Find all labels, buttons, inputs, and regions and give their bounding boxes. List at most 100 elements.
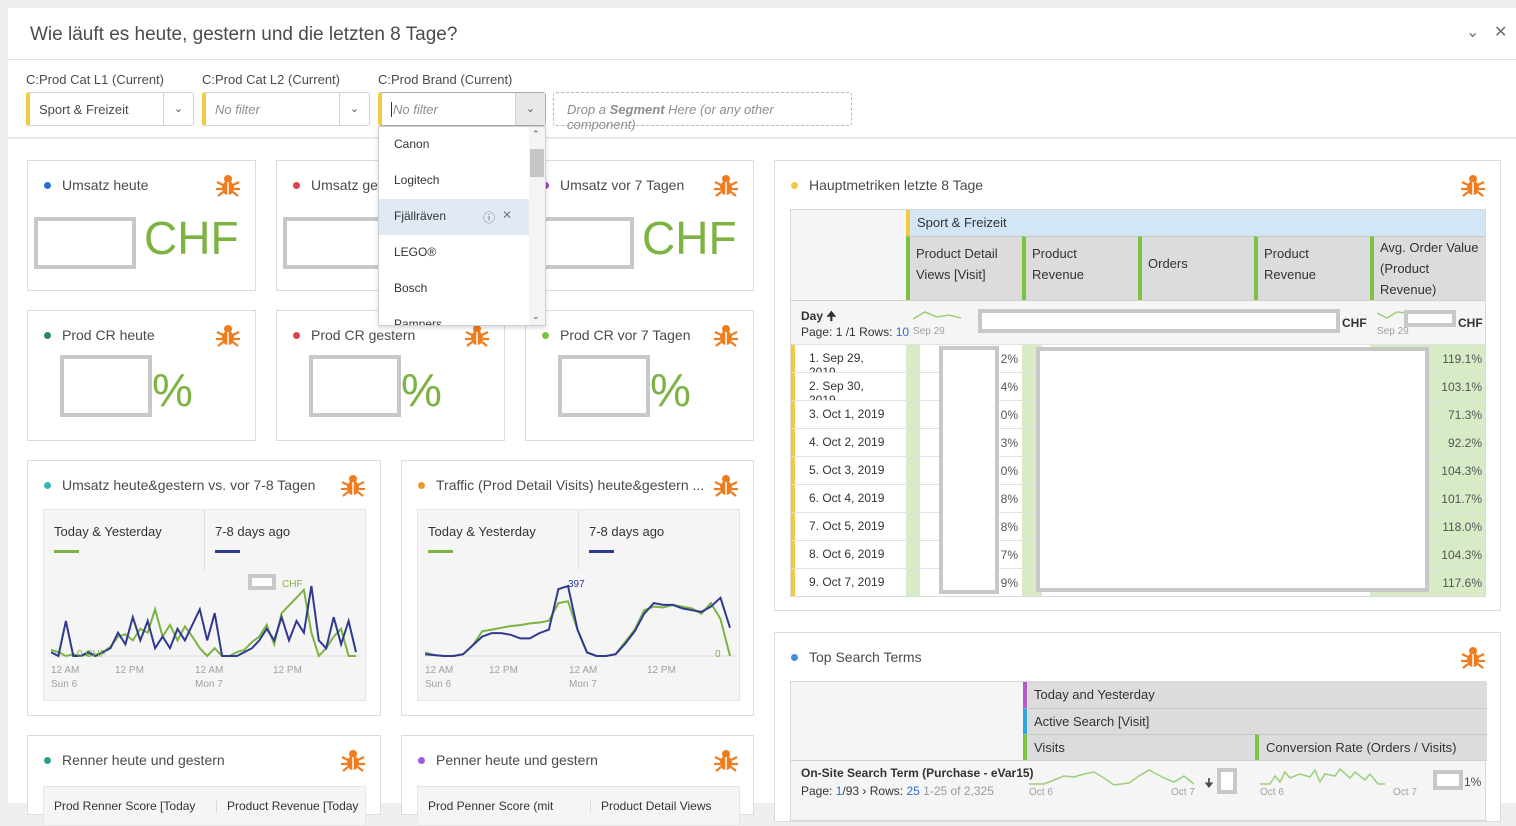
card-title: Penner heute und gestern [436, 752, 598, 768]
line-chart-svg [425, 584, 735, 657]
filter-brand-input[interactable]: No filter ⌄ [378, 92, 546, 126]
redacted-column [939, 346, 999, 594]
kpi-unit: % [152, 364, 193, 416]
sparkline [1260, 768, 1385, 785]
dropdown-option[interactable]: Canon [379, 127, 530, 163]
segment-drop-zone[interactable]: Drop a Segment Here (or any other compon… [553, 92, 852, 132]
segment-header: Today and Yesterday [1023, 682, 1487, 708]
dropdown-option[interactable]: Logitech [379, 163, 530, 199]
redacted-value [1404, 310, 1456, 327]
filter-cat-l2-select[interactable]: No filter ⌄ [202, 92, 370, 126]
filter-value: Sport & Freizeit [39, 102, 129, 117]
card-title: Top Search Terms [809, 649, 922, 665]
dim-label: Day [801, 309, 824, 323]
brand-dropdown-list[interactable]: Canon Logitech Fjällräven ⓘ ✕ LEGO® Bosch Pampe… [378, 126, 546, 326]
penner-card: Penner heute und gestern Prod Penner Sco… [401, 735, 754, 826]
kpi-unit: % [650, 364, 691, 416]
collapse-chevron-icon[interactable]: ⌄ [1466, 24, 1480, 41]
page-title: Wie läuft es heute, gestern und die letz… [30, 24, 458, 45]
legend-label: 7-8 days ago [215, 524, 291, 539]
dropdown-option[interactable]: Pampers [379, 307, 530, 326]
bug-icon[interactable] [1460, 173, 1486, 197]
chevron-right-icon[interactable]: › [862, 784, 867, 798]
bug-icon[interactable] [340, 748, 366, 772]
x-tick-label: 12 PM [115, 665, 144, 676]
legend-label: Today & Yesterday [428, 524, 536, 539]
dot-icon [418, 757, 425, 764]
scroll-thumb[interactable] [530, 149, 544, 177]
scroll-up-icon[interactable]: ⌃ [532, 129, 540, 139]
bug-icon[interactable] [215, 173, 241, 197]
column-header-visits[interactable]: Visits [1023, 734, 1255, 760]
rows-label: Rows: [859, 325, 893, 339]
max-label: 397 [568, 579, 585, 590]
bug-icon[interactable] [713, 748, 739, 772]
dot-icon [293, 182, 300, 189]
series-7-8-days-ago-line[interactable] [425, 584, 731, 657]
card-title: Prod CR heute [62, 327, 155, 343]
max-label: CHF [282, 579, 303, 590]
bug-icon[interactable] [464, 323, 490, 347]
search-terms-table: Today and Yesterday Active Search [Visit… [790, 681, 1487, 821]
redacted-value [34, 217, 136, 269]
dropdown-scrollbar[interactable]: ⌃ ⌄ [529, 127, 545, 325]
chevron-down-icon[interactable]: ⌄ [515, 93, 545, 125]
redacted-columns [1036, 347, 1429, 592]
bug-icon[interactable] [713, 323, 739, 347]
renner-table-header: Prod Renner Score [Today Product Revenue… [43, 786, 366, 826]
column-header[interactable]: Orders [1138, 236, 1254, 300]
dimension-header[interactable]: Day 🠉 [801, 307, 836, 328]
bug-icon[interactable] [340, 473, 366, 497]
filter-placeholder: No filter [391, 102, 438, 117]
column-header[interactable]: Product Revenue [1254, 236, 1370, 300]
column-header-conversion[interactable]: Conversion Rate (Orders / Visits) [1255, 734, 1487, 760]
sparkline-end-label: Oct 7 [1171, 787, 1195, 798]
row-date: 8. Oct 6, 2019 [791, 541, 907, 568]
remove-icon[interactable]: ✕ [502, 208, 513, 222]
bug-icon[interactable] [215, 323, 241, 347]
legend-item[interactable]: Today & Yesterday [44, 510, 205, 570]
dot-icon [44, 332, 51, 339]
kpi-card: Umsatz heute CHF [27, 160, 256, 291]
rows-value[interactable]: 10 [895, 325, 910, 339]
chevron-down-icon[interactable]: ⌄ [163, 93, 193, 125]
filter-label-cat-l2: C:Prod Cat L2 (Current) [202, 72, 340, 87]
bug-icon[interactable] [713, 473, 739, 497]
kpi-card: Prod CR heute % [27, 310, 256, 441]
filter-cat-l1-select[interactable]: Sport & Freizeit ⌄ [26, 92, 194, 126]
dropdown-option[interactable]: Fjällräven ⓘ ✕ [379, 199, 530, 235]
card-title: Umsatz heute&gestern vs. vor 7-8 Tagen [62, 477, 316, 493]
dropdown-option[interactable]: Bosch [379, 271, 530, 307]
column-header[interactable]: Product Revenue [1022, 236, 1138, 300]
column-header[interactable]: Product Detail Views [Visit] [906, 236, 1022, 300]
legend-swatch [428, 550, 453, 553]
sparkline-start-label: Sep 29 [913, 326, 945, 337]
cell-percent: 0% [906, 457, 1022, 484]
rows-value[interactable]: 25 [906, 784, 920, 798]
chevron-down-icon[interactable]: ⌄ [339, 93, 369, 125]
info-icon[interactable]: ⓘ [483, 211, 496, 225]
page-value[interactable]: 1 [835, 784, 843, 798]
dropdown-option[interactable]: LEGO® [379, 235, 530, 271]
redacted-value [309, 355, 401, 417]
drop-text: Drop a [567, 102, 610, 117]
arrow-down-icon: 🠋 [1204, 776, 1214, 790]
dimension-header[interactable]: On-Site Search Term (Purchase - eVar15) [801, 766, 1034, 780]
close-icon[interactable]: ✕ [1494, 24, 1508, 41]
series-7-8-days-ago-line[interactable] [51, 585, 357, 658]
redacted-value [60, 355, 152, 417]
x-tick-label: 12 AM [569, 665, 598, 676]
bug-icon[interactable] [713, 173, 739, 197]
legend-item[interactable]: 7-8 days ago [579, 510, 740, 570]
legend-label: 7-8 days ago [589, 524, 665, 539]
scroll-down-icon[interactable]: ⌄ [532, 311, 540, 321]
bug-icon[interactable] [1460, 645, 1486, 669]
redacted-value [248, 574, 276, 590]
sparkline [1029, 769, 1194, 786]
column-header[interactable]: Avg. Order Value (Product Revenue) [1370, 236, 1485, 300]
legend-item[interactable]: Today & Yesterday [418, 510, 579, 570]
legend-item[interactable]: 7-8 days ago [205, 510, 366, 570]
pagination: Page: 1 /1 Rows: 10 [801, 325, 909, 339]
option-label: Pampers [394, 317, 443, 326]
option-label: Canon [394, 137, 430, 151]
